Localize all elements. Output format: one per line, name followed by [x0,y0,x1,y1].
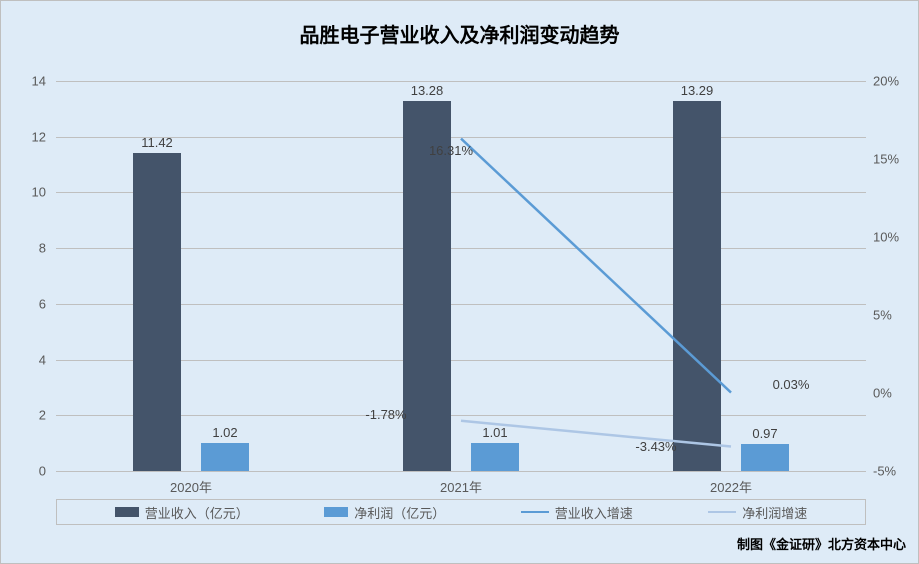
chart-title: 品胜电子营业收入及净利润变动趋势 [1,19,918,48]
revenue-growth-data-label: 0.03% [773,377,810,392]
legend-swatch-profit [324,507,348,517]
x-tick-label: 2021年 [440,477,482,496]
legend-label-profit-growth: 净利润增速 [742,503,807,522]
legend-item-profit: 净利润（亿元） [324,503,445,522]
y-left-tick-label: 6 [6,296,46,311]
profit-growth-data-label: -1.78% [365,407,406,422]
legend-label-profit: 净利润（亿元） [354,503,445,522]
chart-container: 品胜电子营业收入及净利润变动趋势 0 2 4 6 8 10 12 14 -5% 0% 5% 10% 1… [0,0,919,564]
data-label-profit: 0.97 [752,426,777,441]
chart-credit: 制图《金证研》北方资本中心 [737,534,906,553]
y-left-tick-label: 0 [6,464,46,479]
legend-item-revenue-growth: 营业收入增速 [521,503,633,522]
data-label-revenue: 13.28 [411,83,444,98]
revenue-growth-line [461,139,731,393]
y-right-tick-label: 0% [873,386,918,401]
legend-label-revenue-growth: 营业收入增速 [555,503,633,522]
legend: 营业收入（亿元） 净利润（亿元） 营业收入增速 净利润增速 [56,499,866,525]
plot-area: 11.42 13.28 13.29 1.02 1.01 0.97 16.31% 0.03% -1… [56,81,866,471]
y-right-tick-label: 5% [873,308,918,323]
y-right-tick-label: -5% [873,464,918,479]
y-right-tick-label: 15% [873,152,918,167]
data-label-revenue: 11.42 [141,135,173,150]
revenue-growth-data-label: 16.31% [429,143,473,158]
y-left-tick-label: 4 [6,352,46,367]
data-label-revenue: 13.29 [681,83,714,98]
legend-label-revenue: 营业收入（亿元） [145,503,249,522]
x-tick-label: 2022年 [710,477,752,496]
y-left-tick-label: 8 [6,241,46,256]
legend-swatch-revenue [115,507,139,517]
gridline [56,471,866,472]
y-left-tick-label: 10 [6,185,46,200]
legend-item-profit-growth: 净利润增速 [708,503,807,522]
legend-swatch-profit-growth [708,511,736,513]
y-right-tick-label: 10% [873,230,918,245]
data-label-profit: 1.02 [212,425,237,440]
profit-growth-data-label: -3.43% [635,439,676,454]
line-overlay [56,81,866,471]
y-left-tick-label: 2 [6,408,46,423]
data-label-profit: 1.01 [482,425,507,440]
y-left-tick-label: 12 [6,129,46,144]
y-left-tick-label: 14 [6,74,46,89]
legend-swatch-revenue-growth [521,511,549,513]
legend-item-revenue: 营业收入（亿元） [115,503,249,522]
x-tick-label: 2020年 [170,477,212,496]
y-right-tick-label: 20% [873,74,918,89]
